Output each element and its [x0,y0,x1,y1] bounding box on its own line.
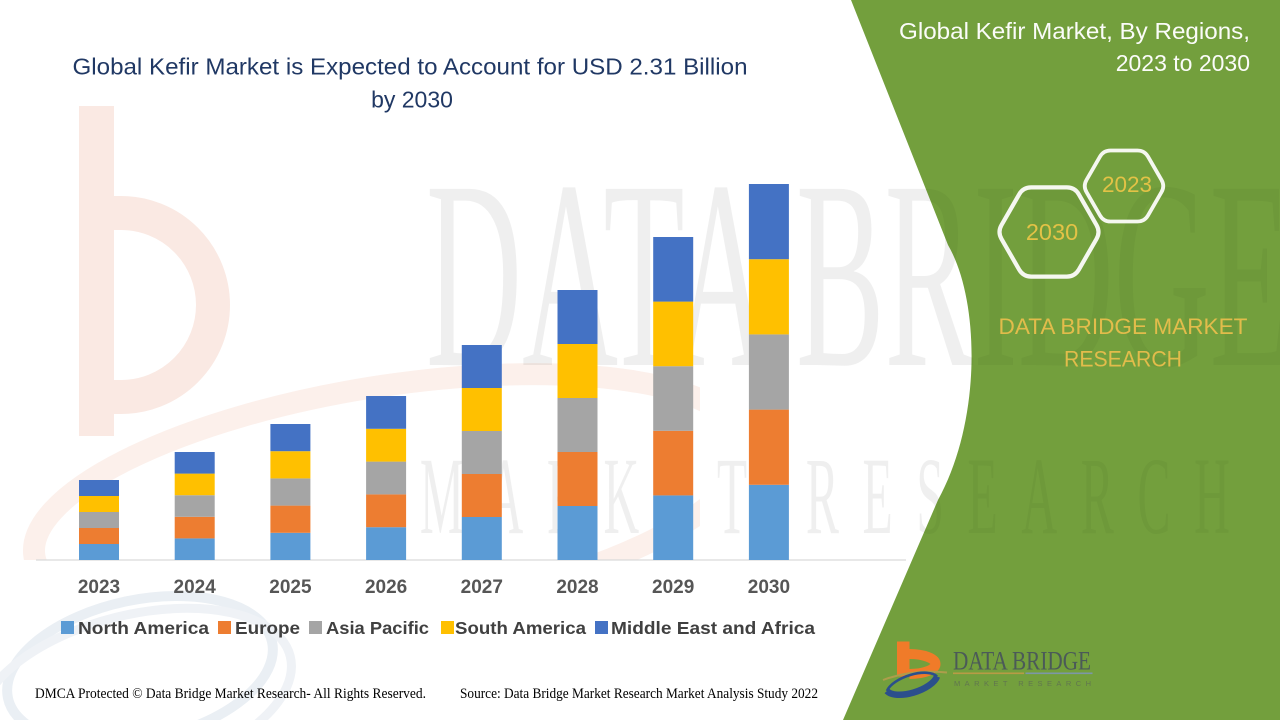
svg-text:Europe: Europe [235,618,300,638]
svg-text:2029: 2029 [652,577,694,598]
svg-text:2027: 2027 [461,577,503,598]
svg-text:RESEARCH: RESEARCH [1064,347,1182,372]
svg-text:North America: North America [78,618,209,638]
svg-text:2023: 2023 [78,577,120,598]
svg-text:2030: 2030 [748,577,790,598]
svg-text:2025: 2025 [269,577,312,598]
svg-text:South America: South America [455,618,586,638]
svg-text:by 2030: by 2030 [371,87,453,113]
svg-text:Middle East and Africa: Middle East and Africa [611,618,815,638]
svg-text:DATA BRIDGE MARKET: DATA BRIDGE MARKET [999,314,1248,339]
svg-text:2028: 2028 [556,577,598,598]
svg-text:Global Kefir Market is Expecte: Global Kefir Market is Expected to Accou… [73,54,748,80]
svg-text:Asia Pacific: Asia Pacific [326,618,429,638]
svg-text:MARKET RESEARCH: MARKET RESEARCH [954,679,1091,688]
svg-text:2026: 2026 [365,577,407,598]
svg-text:2023: 2023 [1102,172,1152,197]
svg-text:2024: 2024 [174,577,217,598]
svg-text:Global Kefir Market, By Region: Global Kefir Market, By Regions, [899,18,1250,44]
svg-text:2023 to 2030: 2023 to 2030 [1116,50,1250,76]
svg-text:2030: 2030 [1026,219,1078,245]
svg-text:DATA BRIDGE: DATA BRIDGE [953,647,1091,676]
svg-text:DMCA Protected © Data Bridge M: DMCA Protected © Data Bridge Market Rese… [35,686,426,702]
svg-text:Source: Data Bridge Market Res: Source: Data Bridge Market Research Mark… [460,686,818,702]
